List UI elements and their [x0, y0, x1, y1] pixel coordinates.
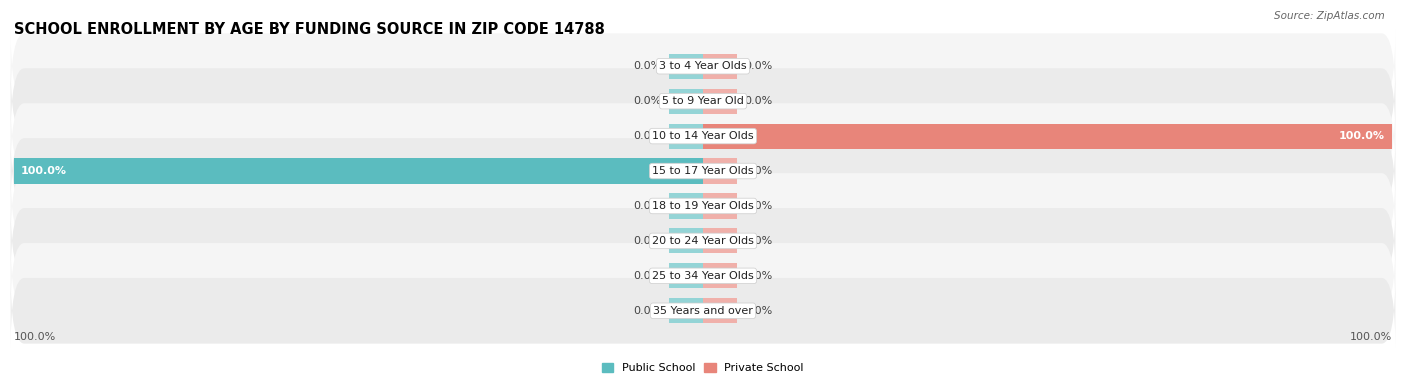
- Bar: [703, 89, 738, 114]
- Bar: [669, 298, 703, 323]
- Bar: [669, 89, 703, 114]
- Text: 0.0%: 0.0%: [744, 271, 772, 281]
- Text: 10 to 14 Year Olds: 10 to 14 Year Olds: [652, 131, 754, 141]
- Bar: [669, 263, 703, 288]
- Legend: Public School, Private School: Public School, Private School: [598, 359, 808, 377]
- Bar: [669, 54, 703, 79]
- Bar: [14, 158, 703, 184]
- Text: 0.0%: 0.0%: [744, 166, 772, 176]
- Text: 25 to 34 Year Olds: 25 to 34 Year Olds: [652, 271, 754, 281]
- Text: 100.0%: 100.0%: [21, 166, 67, 176]
- Text: 3 to 4 Year Olds: 3 to 4 Year Olds: [659, 61, 747, 71]
- Text: 15 to 17 Year Olds: 15 to 17 Year Olds: [652, 166, 754, 176]
- FancyBboxPatch shape: [11, 274, 1395, 348]
- Bar: [703, 228, 738, 253]
- Text: 0.0%: 0.0%: [744, 61, 772, 71]
- Text: 5 to 9 Year Old: 5 to 9 Year Old: [662, 96, 744, 106]
- Bar: [669, 228, 703, 253]
- Text: 0.0%: 0.0%: [634, 236, 662, 246]
- Bar: [703, 193, 738, 219]
- FancyBboxPatch shape: [11, 29, 1395, 103]
- Bar: [703, 54, 738, 79]
- Text: 0.0%: 0.0%: [634, 131, 662, 141]
- Bar: [669, 193, 703, 219]
- Bar: [703, 158, 738, 184]
- FancyBboxPatch shape: [11, 64, 1395, 138]
- Text: 20 to 24 Year Olds: 20 to 24 Year Olds: [652, 236, 754, 246]
- Text: 0.0%: 0.0%: [634, 201, 662, 211]
- Text: 0.0%: 0.0%: [744, 201, 772, 211]
- Text: 0.0%: 0.0%: [744, 236, 772, 246]
- Text: 18 to 19 Year Olds: 18 to 19 Year Olds: [652, 201, 754, 211]
- Bar: [703, 263, 738, 288]
- FancyBboxPatch shape: [11, 204, 1395, 278]
- FancyBboxPatch shape: [11, 99, 1395, 173]
- Text: 100.0%: 100.0%: [1350, 333, 1392, 342]
- Bar: [669, 124, 703, 149]
- FancyBboxPatch shape: [11, 134, 1395, 208]
- FancyBboxPatch shape: [11, 169, 1395, 243]
- Text: 0.0%: 0.0%: [744, 96, 772, 106]
- Bar: [703, 124, 1392, 149]
- FancyBboxPatch shape: [11, 239, 1395, 313]
- Text: Source: ZipAtlas.com: Source: ZipAtlas.com: [1274, 11, 1385, 21]
- Text: 35 Years and over: 35 Years and over: [652, 306, 754, 316]
- Text: SCHOOL ENROLLMENT BY AGE BY FUNDING SOURCE IN ZIP CODE 14788: SCHOOL ENROLLMENT BY AGE BY FUNDING SOUR…: [14, 22, 605, 37]
- Text: 0.0%: 0.0%: [634, 306, 662, 316]
- Text: 0.0%: 0.0%: [634, 96, 662, 106]
- Text: 0.0%: 0.0%: [634, 61, 662, 71]
- Text: 0.0%: 0.0%: [744, 306, 772, 316]
- Bar: [703, 298, 738, 323]
- Text: 0.0%: 0.0%: [634, 271, 662, 281]
- Text: 100.0%: 100.0%: [14, 333, 56, 342]
- Text: 100.0%: 100.0%: [1339, 131, 1385, 141]
